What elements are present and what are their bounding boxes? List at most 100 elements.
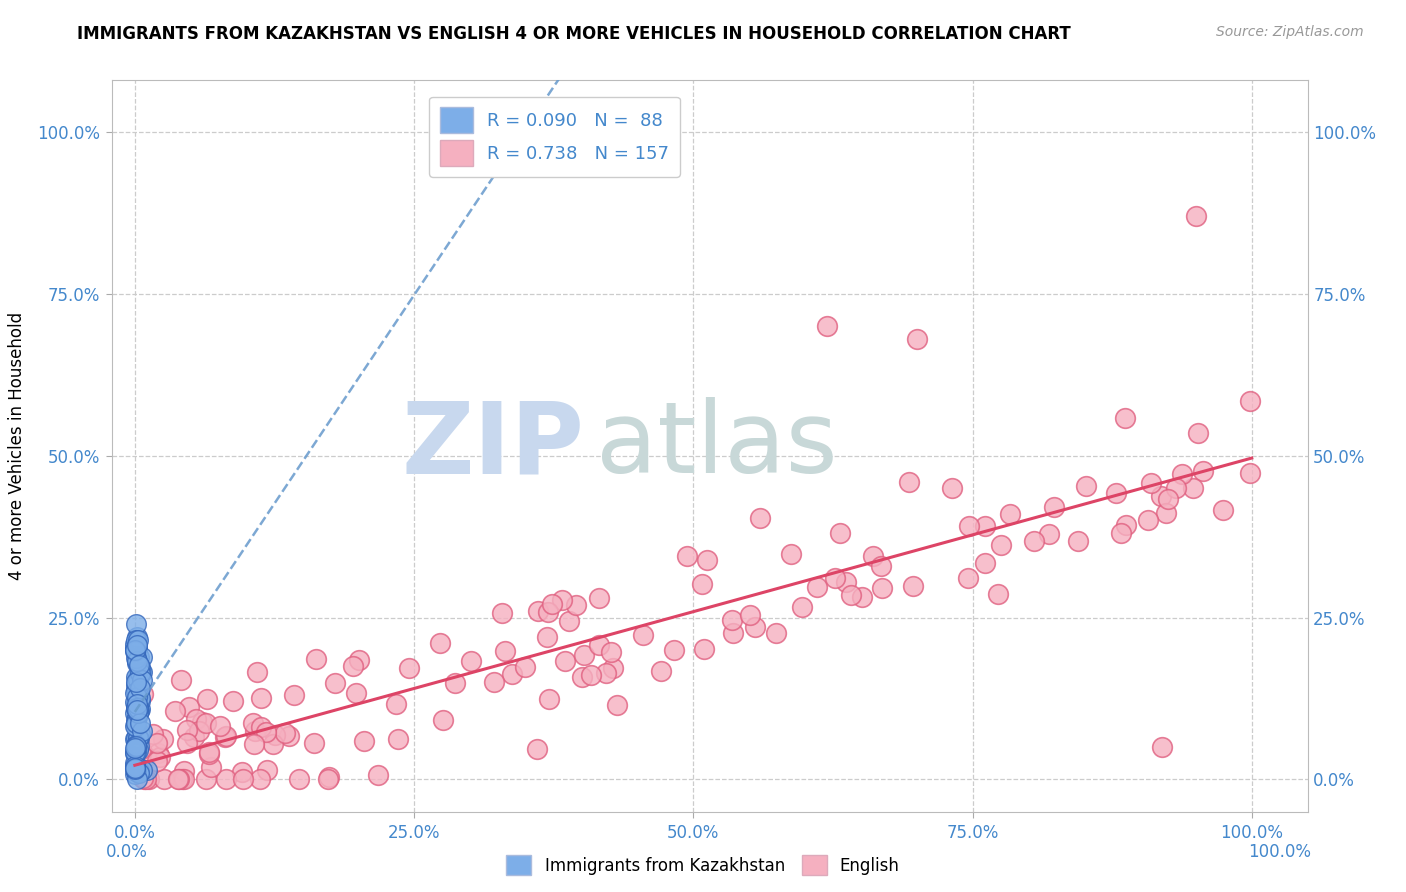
Point xyxy=(1192,464,1215,478)
Point xyxy=(176,723,198,738)
Point xyxy=(129,665,152,679)
Point xyxy=(1170,467,1192,481)
Point xyxy=(125,738,148,752)
Point xyxy=(815,319,838,334)
Point xyxy=(124,747,146,761)
Point xyxy=(1239,393,1261,408)
Point xyxy=(127,673,149,687)
Point xyxy=(146,736,169,750)
Point xyxy=(1042,500,1064,515)
Point xyxy=(198,747,221,762)
Point xyxy=(124,642,146,657)
Point xyxy=(169,673,191,687)
Point xyxy=(250,690,273,705)
Point xyxy=(128,764,150,778)
Point xyxy=(128,666,150,681)
Point xyxy=(134,750,156,764)
Point xyxy=(572,648,595,662)
Point xyxy=(998,508,1021,522)
Point xyxy=(1212,503,1234,517)
Point xyxy=(179,700,201,714)
Point xyxy=(124,732,146,747)
Point xyxy=(558,615,581,629)
Point xyxy=(696,552,718,566)
Point xyxy=(127,700,149,714)
Point xyxy=(124,637,146,651)
Point xyxy=(125,701,148,715)
Point xyxy=(127,731,149,745)
Point xyxy=(342,658,364,673)
Point xyxy=(901,579,924,593)
Point xyxy=(790,600,813,615)
Point xyxy=(128,657,150,672)
Point xyxy=(124,762,146,776)
Point xyxy=(537,692,560,706)
Point xyxy=(131,763,153,777)
Point xyxy=(690,577,713,591)
Point xyxy=(515,660,537,674)
Point xyxy=(527,604,550,618)
Point xyxy=(579,668,602,682)
Point xyxy=(124,640,146,655)
Point xyxy=(173,772,195,787)
Point xyxy=(200,760,222,774)
Point xyxy=(127,701,149,715)
Point xyxy=(721,626,744,640)
Point xyxy=(125,699,148,714)
Point xyxy=(780,547,803,561)
Y-axis label: 4 or more Vehicles in Household: 4 or more Vehicles in Household xyxy=(8,312,25,580)
Point xyxy=(765,625,787,640)
Point xyxy=(1239,466,1261,480)
Point xyxy=(131,649,153,664)
Point xyxy=(941,481,963,495)
Point xyxy=(254,725,277,739)
Point xyxy=(134,772,156,787)
Point xyxy=(565,598,588,612)
Point xyxy=(1139,475,1161,490)
Point xyxy=(870,582,893,596)
Point xyxy=(127,706,149,721)
Point xyxy=(537,605,560,619)
Point xyxy=(1182,482,1205,496)
Point xyxy=(460,654,482,668)
Point xyxy=(571,670,593,684)
Point xyxy=(599,645,621,659)
Point xyxy=(650,665,672,679)
Legend: R = 0.090   N =  88, R = 0.738   N = 157: R = 0.090 N = 88, R = 0.738 N = 157 xyxy=(429,96,681,177)
Point xyxy=(387,731,409,746)
Point xyxy=(125,764,148,779)
Point xyxy=(222,694,245,708)
Point xyxy=(851,590,873,604)
Point xyxy=(128,702,150,716)
Point xyxy=(124,675,146,690)
Point xyxy=(287,772,309,787)
Point xyxy=(125,683,148,698)
Point xyxy=(125,719,148,733)
Point xyxy=(494,644,516,658)
Point xyxy=(152,732,174,747)
Point xyxy=(347,653,370,667)
Point xyxy=(540,597,562,611)
Point xyxy=(1115,517,1137,532)
Point xyxy=(124,758,146,772)
Point xyxy=(367,768,389,782)
Point xyxy=(167,772,190,787)
Point xyxy=(132,687,155,701)
Point xyxy=(125,638,148,652)
Point xyxy=(127,632,149,647)
Point xyxy=(131,673,153,688)
Point xyxy=(124,686,146,700)
Point xyxy=(125,713,148,727)
Point xyxy=(828,526,851,541)
Point xyxy=(127,690,149,704)
Point xyxy=(125,697,148,711)
Point xyxy=(127,656,149,670)
Point xyxy=(738,607,761,622)
Point xyxy=(385,698,408,712)
Point xyxy=(839,588,862,602)
Point xyxy=(125,772,148,786)
Point xyxy=(262,737,284,751)
Point xyxy=(588,591,610,605)
Point xyxy=(127,669,149,683)
Point xyxy=(135,763,157,777)
